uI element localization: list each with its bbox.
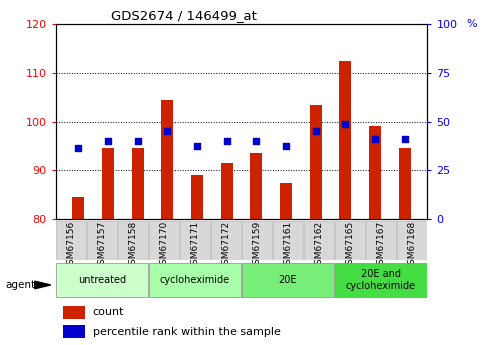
Point (282, 143, 290, 149)
Bar (63, 306, 85, 319)
Polygon shape (35, 281, 51, 289)
Text: agent: agent (6, 280, 36, 289)
Bar (250, 153, 262, 219)
Bar (56, 263, 148, 297)
Bar (57, 220, 85, 260)
Text: GSM67159: GSM67159 (253, 221, 261, 270)
Bar (102, 148, 114, 219)
Bar (161, 100, 173, 219)
Text: cycloheximide: cycloheximide (160, 275, 230, 285)
Bar (63, 325, 85, 338)
Bar (273, 220, 302, 260)
Bar (149, 263, 241, 297)
Bar (242, 220, 271, 260)
Point (163, 129, 171, 134)
Point (253, 138, 260, 144)
Text: GSM67162: GSM67162 (314, 221, 324, 270)
Bar (212, 220, 241, 260)
Bar (221, 163, 233, 219)
Bar (310, 105, 322, 219)
Bar (335, 263, 427, 297)
Text: GSM67172: GSM67172 (222, 221, 230, 270)
Bar (369, 127, 381, 219)
Bar (398, 220, 426, 260)
Text: GSM67167: GSM67167 (376, 221, 385, 270)
Text: 20E: 20E (279, 275, 297, 285)
Point (74, 146, 82, 151)
Text: untreated: untreated (78, 275, 126, 285)
Bar (367, 220, 396, 260)
Bar (87, 220, 116, 260)
Point (341, 121, 349, 127)
Bar (149, 220, 179, 260)
Point (104, 138, 112, 144)
Bar (304, 220, 334, 260)
Bar (398, 148, 411, 219)
Bar (132, 148, 143, 219)
Bar (181, 220, 210, 260)
Bar (72, 197, 85, 219)
Text: count: count (93, 307, 124, 317)
Text: GSM67158: GSM67158 (128, 221, 138, 270)
Bar (242, 263, 334, 297)
Point (193, 143, 201, 149)
Bar (280, 183, 292, 219)
Text: GSM67165: GSM67165 (345, 221, 355, 270)
Text: 20E and
cycloheximide: 20E and cycloheximide (346, 269, 416, 290)
Text: GSM67156: GSM67156 (67, 221, 75, 270)
Text: GDS2674 / 146499_at: GDS2674 / 146499_at (111, 9, 256, 22)
Text: GSM67161: GSM67161 (284, 221, 293, 270)
Text: GSM67170: GSM67170 (159, 221, 169, 270)
Point (134, 138, 142, 144)
Point (312, 129, 320, 134)
Bar (340, 61, 351, 219)
Point (223, 138, 230, 144)
Text: percentile rank within the sample: percentile rank within the sample (93, 327, 281, 337)
Text: GSM67157: GSM67157 (98, 221, 107, 270)
Bar (118, 220, 148, 260)
Bar (335, 220, 365, 260)
Text: GSM67171: GSM67171 (190, 221, 199, 270)
Bar (191, 175, 203, 219)
Text: GSM67168: GSM67168 (408, 221, 416, 270)
Text: %: % (467, 19, 477, 29)
Point (371, 136, 379, 141)
Point (401, 136, 409, 141)
